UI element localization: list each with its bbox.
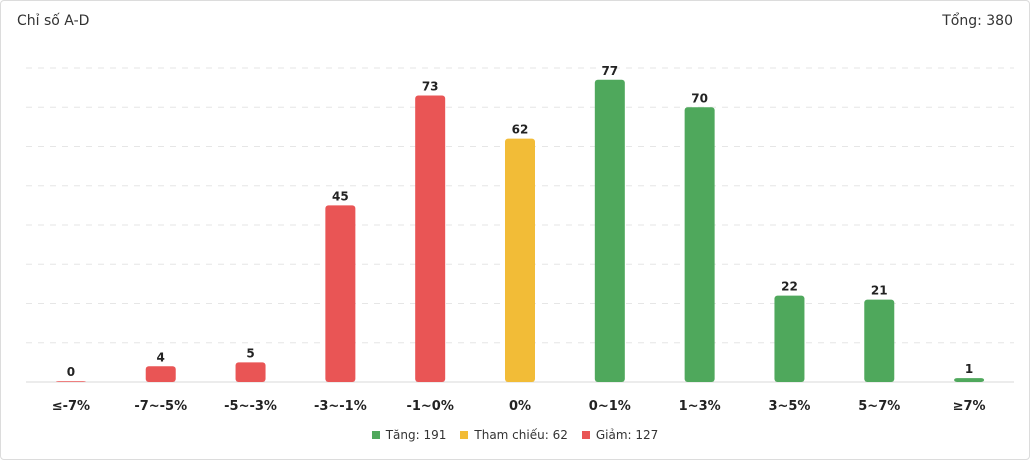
bar-value-label: 77 (601, 64, 618, 78)
bar-value-label: 70 (691, 91, 708, 105)
bar-value-label: 21 (871, 284, 888, 298)
legend-item-reference[interactable]: Tham chiếu: 62 (460, 428, 568, 442)
bar (325, 205, 356, 382)
legend-label-down: Giảm: 127 (595, 428, 659, 442)
bar (594, 79, 625, 383)
bar-value-label: 1 (965, 362, 973, 376)
bar-value-label: 22 (781, 280, 798, 294)
bar-value-label: 73 (422, 79, 439, 93)
x-tick-label: -3~-1% (314, 399, 367, 414)
x-tick-label: 0% (509, 399, 531, 414)
x-tick-label: ≤-7% (52, 399, 90, 414)
x-tick-label: 5~7% (858, 399, 900, 414)
legend-swatch-up (371, 431, 380, 439)
bar (864, 299, 895, 382)
legend-label-up: Tăng: 191 (385, 428, 447, 442)
bar (774, 295, 805, 382)
bar (55, 381, 86, 382)
bar-value-label: 5 (246, 346, 254, 360)
bar (145, 366, 176, 382)
legend-item-up[interactable]: Tăng: 191 (371, 428, 447, 442)
x-tick-label: 0~1% (589, 399, 631, 414)
x-tick-label: 1~3% (679, 399, 721, 414)
bar (954, 378, 985, 382)
legend-swatch-reference (460, 431, 469, 439)
bar-value-label: 45 (332, 189, 349, 203)
legend-label-reference: Tham chiếu: 62 (474, 428, 568, 442)
total-count: Tổng: 380 (942, 13, 1013, 29)
legend-item-down[interactable]: Giảm: 127 (581, 428, 659, 442)
chart-title: Chỉ số A-D (17, 13, 90, 29)
bar (505, 138, 535, 382)
x-tick-label: -1~0% (406, 399, 453, 414)
legend-swatch-down (581, 431, 590, 439)
bar (415, 95, 446, 382)
x-tick-label: -5~-3% (224, 399, 277, 414)
x-tick-label: 3~5% (768, 399, 810, 414)
x-tick-label: -7~-5% (134, 399, 187, 414)
bar-value-label: 0 (67, 365, 75, 379)
chart-legend: Tăng: 191 Tham chiếu: 62 Giảm: 127 (0, 428, 1030, 442)
bar (684, 107, 715, 382)
bar-value-label: 4 (157, 350, 165, 364)
bar-value-label: 62 (512, 123, 529, 137)
bar (235, 362, 266, 382)
x-tick-label: ≥7% (953, 399, 986, 414)
